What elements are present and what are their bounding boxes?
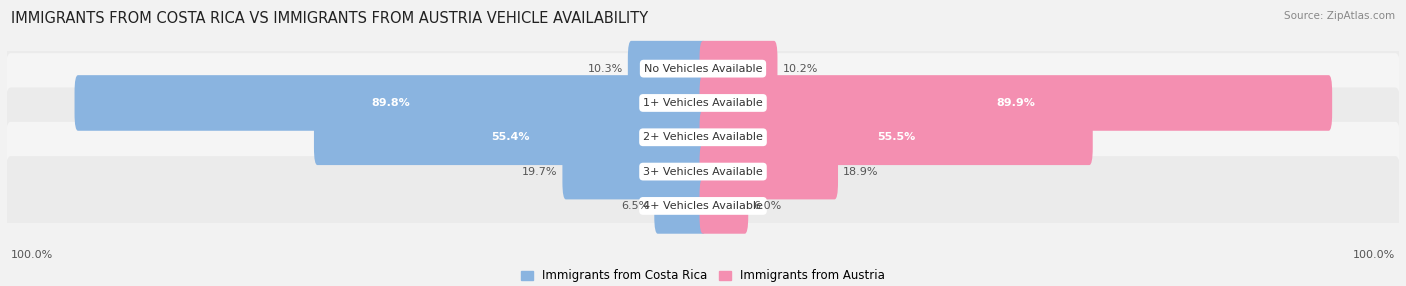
Text: 10.2%: 10.2% bbox=[782, 64, 818, 74]
Text: 55.5%: 55.5% bbox=[877, 132, 915, 142]
Text: 19.7%: 19.7% bbox=[522, 167, 558, 176]
Text: 89.8%: 89.8% bbox=[371, 98, 411, 108]
FancyBboxPatch shape bbox=[700, 75, 1331, 131]
FancyBboxPatch shape bbox=[628, 41, 706, 96]
Text: 6.5%: 6.5% bbox=[621, 201, 650, 211]
FancyBboxPatch shape bbox=[314, 110, 706, 165]
Text: 18.9%: 18.9% bbox=[842, 167, 879, 176]
Text: 6.0%: 6.0% bbox=[754, 201, 782, 211]
FancyBboxPatch shape bbox=[700, 178, 748, 234]
FancyBboxPatch shape bbox=[700, 110, 1092, 165]
Legend: Immigrants from Costa Rica, Immigrants from Austria: Immigrants from Costa Rica, Immigrants f… bbox=[520, 269, 886, 282]
Text: 100.0%: 100.0% bbox=[11, 250, 53, 260]
Text: 55.4%: 55.4% bbox=[491, 132, 530, 142]
FancyBboxPatch shape bbox=[6, 122, 1400, 221]
FancyBboxPatch shape bbox=[6, 156, 1400, 256]
FancyBboxPatch shape bbox=[700, 144, 838, 199]
FancyBboxPatch shape bbox=[6, 88, 1400, 187]
Text: 1+ Vehicles Available: 1+ Vehicles Available bbox=[643, 98, 763, 108]
FancyBboxPatch shape bbox=[562, 144, 706, 199]
Text: 4+ Vehicles Available: 4+ Vehicles Available bbox=[643, 201, 763, 211]
Text: 100.0%: 100.0% bbox=[1353, 250, 1395, 260]
Text: 2+ Vehicles Available: 2+ Vehicles Available bbox=[643, 132, 763, 142]
Text: Source: ZipAtlas.com: Source: ZipAtlas.com bbox=[1284, 11, 1395, 21]
FancyBboxPatch shape bbox=[654, 178, 706, 234]
FancyBboxPatch shape bbox=[75, 75, 706, 131]
FancyBboxPatch shape bbox=[700, 41, 778, 96]
Text: No Vehicles Available: No Vehicles Available bbox=[644, 64, 762, 74]
Text: 3+ Vehicles Available: 3+ Vehicles Available bbox=[643, 167, 763, 176]
Text: IMMIGRANTS FROM COSTA RICA VS IMMIGRANTS FROM AUSTRIA VEHICLE AVAILABILITY: IMMIGRANTS FROM COSTA RICA VS IMMIGRANTS… bbox=[11, 11, 648, 26]
Text: 10.3%: 10.3% bbox=[588, 64, 623, 74]
FancyBboxPatch shape bbox=[6, 53, 1400, 153]
Text: 89.9%: 89.9% bbox=[997, 98, 1035, 108]
FancyBboxPatch shape bbox=[6, 19, 1400, 118]
